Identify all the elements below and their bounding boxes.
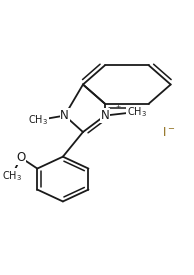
Text: CH$_3$: CH$_3$: [28, 113, 48, 127]
Text: N: N: [60, 109, 69, 122]
Text: CH$_3$: CH$_3$: [2, 169, 22, 183]
Text: I$^-$: I$^-$: [162, 125, 176, 139]
Text: $^+$: $^+$: [114, 103, 122, 112]
Text: O: O: [16, 151, 25, 164]
Text: N: N: [100, 109, 109, 122]
Text: CH$_3$: CH$_3$: [127, 105, 147, 119]
